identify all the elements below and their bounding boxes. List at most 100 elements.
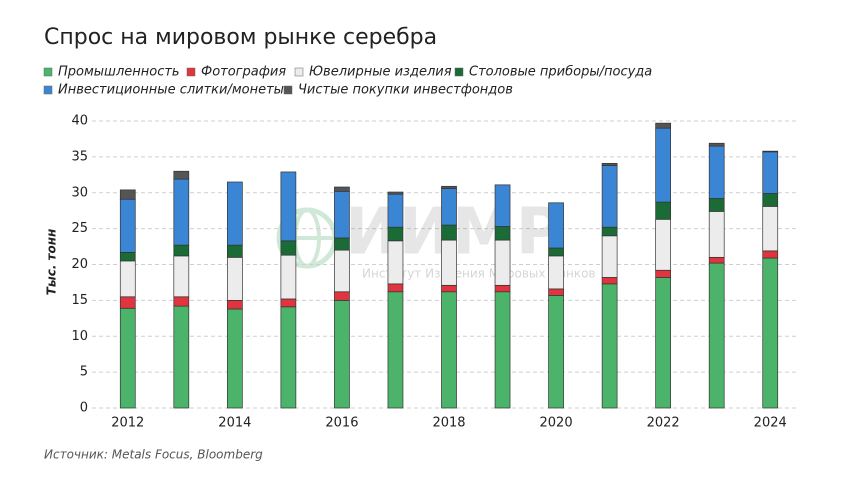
bar-segment xyxy=(655,201,672,220)
y-tick-label: 5 xyxy=(80,365,88,380)
bar-segment xyxy=(387,240,404,285)
bar-segment xyxy=(119,198,136,253)
legend-swatch xyxy=(283,85,293,95)
bar-segment xyxy=(601,283,618,409)
x-tick-label: 2022 xyxy=(647,416,680,431)
bar-segment xyxy=(494,239,511,286)
bar-segment xyxy=(387,191,404,195)
legend-swatch xyxy=(43,85,53,95)
bar-segment xyxy=(548,255,564,290)
legend-label: Промышленность xyxy=(58,65,180,80)
chart-title: Спрос на мировом рынке серебра xyxy=(44,25,437,50)
bar-segment xyxy=(655,122,672,129)
bar-segment xyxy=(762,257,779,409)
bar-segment xyxy=(334,300,350,409)
bar-segment xyxy=(708,211,725,258)
bar-segment xyxy=(280,298,297,308)
bar-segment xyxy=(334,186,350,192)
y-axis-label: Тыс. тонн xyxy=(45,229,59,296)
bar-segment xyxy=(762,250,779,259)
bar-segment xyxy=(441,185,457,189)
y-tick-label: 0 xyxy=(80,401,88,416)
bar-segment xyxy=(708,145,725,199)
bar-segment xyxy=(387,193,404,228)
bar-segment xyxy=(387,283,404,293)
y-tick-label: 25 xyxy=(71,221,88,236)
bar-segment xyxy=(226,308,243,409)
source: Источник: Metals Focus, Bloomberg xyxy=(44,448,263,462)
bar-segment xyxy=(762,151,779,194)
bar-segment xyxy=(280,240,297,256)
bar-segment xyxy=(387,291,404,409)
bar-segment xyxy=(494,226,511,241)
x-tick-label: 2024 xyxy=(754,416,787,431)
bar-segment xyxy=(762,193,779,207)
bar-segment xyxy=(601,235,618,278)
bar-segment xyxy=(548,202,564,249)
bar-segment xyxy=(601,165,618,228)
legend-swatch xyxy=(454,67,464,77)
bar-segment xyxy=(708,142,725,147)
bar-segment xyxy=(494,291,511,409)
x-tick-label: 2016 xyxy=(325,416,358,431)
bar-segment xyxy=(226,300,243,310)
legend-swatch xyxy=(186,67,196,77)
bar-segment xyxy=(387,226,404,242)
bar-segment xyxy=(119,307,136,409)
x-tick-label: 2018 xyxy=(432,416,465,431)
bar-segment xyxy=(280,254,297,300)
bar-segment xyxy=(548,247,564,257)
bar-segment xyxy=(601,162,618,166)
bar-segment xyxy=(441,224,457,241)
bar-segment xyxy=(762,206,779,252)
bar-segment xyxy=(708,256,725,264)
bar-segment xyxy=(119,189,136,200)
legend-label: Столовые приборы/посуда xyxy=(469,65,652,80)
bar-segment xyxy=(601,226,618,237)
y-tick-label: 20 xyxy=(71,257,88,272)
bar-segment xyxy=(762,150,779,153)
bar-segment xyxy=(334,249,350,293)
bar-segment xyxy=(708,262,725,409)
y-tick-label: 30 xyxy=(71,185,88,200)
legend-label: Чистые покупки инвестфондов xyxy=(298,83,513,98)
bar-segment xyxy=(494,284,511,293)
bar-segment xyxy=(441,284,457,293)
bar-segment xyxy=(494,184,511,227)
bar-segment xyxy=(334,190,350,239)
bar-segment xyxy=(280,306,297,409)
bar-segment xyxy=(655,269,672,278)
x-tick-label: 2014 xyxy=(218,416,251,431)
bar-segment xyxy=(226,256,243,301)
bar-segment xyxy=(119,260,136,298)
bar-segment xyxy=(173,305,190,409)
bar-segment xyxy=(548,288,564,296)
bar-segment xyxy=(173,170,190,180)
bar-segment xyxy=(601,277,618,285)
bar-segment xyxy=(226,181,243,246)
legend-swatch xyxy=(294,67,304,77)
bar-segment xyxy=(441,239,457,286)
bar-segment xyxy=(173,255,190,298)
bar-segment xyxy=(173,296,190,307)
legend-label: Инвестиционные слитки/монеты xyxy=(58,83,284,98)
watermark-text: Институт Изучения Мировых Рынков xyxy=(362,267,596,281)
bar-segment xyxy=(441,291,457,409)
y-tick-label: 40 xyxy=(71,114,88,129)
x-tick-label: 2012 xyxy=(111,416,144,431)
x-tick-label: 2020 xyxy=(540,416,573,431)
bar-segment xyxy=(655,277,672,409)
legend-label: Фотография xyxy=(201,65,286,80)
legend-swatch xyxy=(43,67,53,77)
bar-segment xyxy=(119,251,136,262)
bar-segment xyxy=(655,127,672,203)
bar-segment xyxy=(119,296,136,309)
bar-segment xyxy=(655,218,672,271)
y-tick-label: 35 xyxy=(71,149,88,164)
bar-segment xyxy=(441,188,457,226)
bar-segment xyxy=(173,178,190,246)
bar-segment xyxy=(548,295,564,409)
y-tick-label: 10 xyxy=(71,329,88,344)
legend-label: Ювелирные изделия xyxy=(309,65,452,80)
